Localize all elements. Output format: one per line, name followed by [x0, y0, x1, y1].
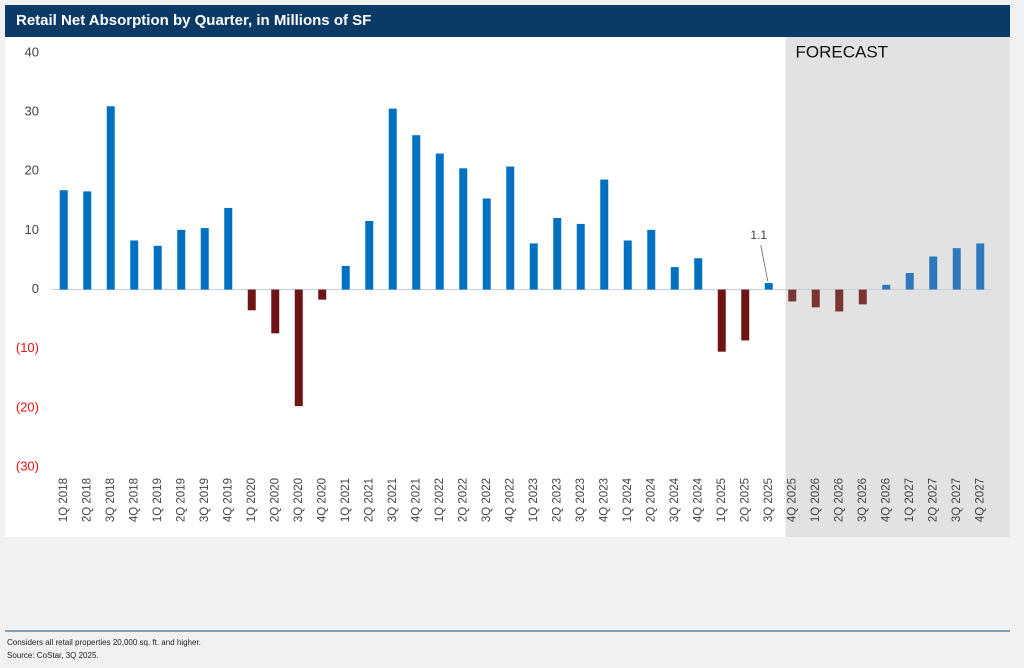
- y-tick-label: 40: [25, 44, 39, 59]
- bar: [623, 240, 632, 290]
- bar: [506, 166, 515, 290]
- bar: [788, 289, 797, 302]
- x-tick-label: 2Q 2024: [645, 477, 657, 522]
- x-tick-label: 2Q 2020: [269, 478, 281, 522]
- bar: [388, 108, 397, 290]
- bar: [200, 228, 209, 290]
- x-tick-label: 1Q 2025: [716, 478, 728, 522]
- x-tick-label: 1Q 2018: [58, 478, 70, 522]
- x-tick-label: 2Q 2027: [927, 478, 939, 522]
- x-tick-label: 3Q 2020: [293, 478, 305, 522]
- x-tick-label: 1Q 2019: [152, 478, 164, 522]
- x-tick-label: 2Q 2018: [81, 478, 93, 522]
- bar: [482, 198, 491, 290]
- x-tick-label: 2Q 2025: [739, 478, 751, 522]
- bar: [153, 245, 162, 290]
- x-tick-label: 4Q 2025: [786, 478, 798, 522]
- bar: [811, 289, 820, 308]
- x-tick-label: 1Q 2023: [528, 478, 540, 522]
- bar: [741, 289, 750, 341]
- bar: [224, 207, 233, 290]
- title-bar: [5, 5, 1010, 37]
- x-tick-label: 4Q 2019: [222, 478, 234, 522]
- y-tick-label: (20): [16, 399, 39, 414]
- bar: [59, 190, 68, 290]
- x-tick-label: 2Q 2022: [457, 478, 469, 522]
- y-tick-label: (10): [16, 340, 39, 355]
- bar: [905, 273, 914, 290]
- data-label: 1.1: [750, 228, 767, 242]
- x-tick-label: 3Q 2026: [857, 478, 869, 522]
- x-tick-label: 3Q 2025: [763, 478, 775, 522]
- x-tick-label: 4Q 2027: [974, 478, 986, 522]
- y-tick-label: 20: [25, 163, 39, 178]
- x-tick-label: 4Q 2024: [692, 477, 704, 522]
- x-tick-label: 1Q 2027: [904, 478, 916, 522]
- x-tick-label: 2Q 2026: [833, 478, 845, 522]
- chart-title: Retail Net Absorption by Quarter, in Mil…: [16, 12, 371, 29]
- x-tick-label: 4Q 2018: [128, 478, 140, 522]
- x-tick-label: 3Q 2021: [387, 478, 399, 522]
- bar: [670, 267, 679, 290]
- footnote: Source: CoStar, 3Q 2025.: [7, 651, 99, 660]
- x-tick-label: 4Q 2022: [504, 478, 516, 522]
- x-tick-label: 4Q 2026: [880, 478, 892, 522]
- x-tick-label: 2Q 2023: [551, 478, 563, 522]
- bar: [435, 153, 444, 290]
- bar: [647, 229, 656, 290]
- x-tick-label: 3Q 2019: [199, 478, 211, 522]
- bar: [553, 218, 562, 290]
- bar: [365, 220, 374, 290]
- x-tick-label: 3Q 2023: [575, 478, 587, 522]
- bar: [294, 289, 303, 407]
- x-tick-label: 1Q 2020: [246, 478, 258, 522]
- x-tick-label: 3Q 2027: [951, 478, 963, 522]
- bar: [106, 106, 115, 290]
- x-tick-label: 1Q 2022: [434, 478, 446, 522]
- x-tick-label: 2Q 2019: [175, 478, 187, 522]
- bar: [130, 240, 139, 290]
- bar: [694, 258, 703, 290]
- bar: [271, 289, 280, 334]
- bar: [764, 283, 773, 290]
- y-tick-label: 10: [25, 222, 39, 237]
- forecast-region: [785, 37, 1010, 537]
- footnote: Considers all retail properties 20,000 s…: [7, 638, 201, 647]
- bar: [858, 289, 867, 305]
- x-tick-label: 4Q 2023: [598, 478, 610, 522]
- x-tick-label: 3Q 2018: [105, 478, 117, 522]
- x-tick-label: 3Q 2022: [481, 478, 493, 522]
- bar: [459, 168, 468, 290]
- x-tick-label: 1Q 2026: [810, 478, 822, 522]
- forecast-label: FORECAST: [796, 42, 889, 61]
- bar: [600, 179, 609, 290]
- x-tick-label: 2Q 2021: [363, 478, 375, 522]
- bar: [976, 243, 985, 290]
- bar: [529, 243, 538, 290]
- bar: [929, 256, 938, 290]
- bar: [247, 289, 256, 311]
- x-tick-label: 1Q 2021: [340, 478, 352, 522]
- bar: [341, 265, 350, 290]
- x-tick-label: 1Q 2024: [622, 477, 634, 522]
- label-leader: [760, 244, 769, 282]
- bar: [835, 289, 844, 312]
- y-tick-label: 30: [25, 104, 39, 119]
- bar: [952, 248, 961, 290]
- x-tick-label: 4Q 2020: [316, 478, 328, 522]
- bar: [83, 191, 92, 290]
- bar: [177, 229, 186, 290]
- y-tick-label: 0: [32, 281, 39, 296]
- y-tick-label: (30): [16, 458, 39, 473]
- bar: [882, 284, 891, 290]
- bar: [717, 289, 726, 352]
- x-tick-label: 4Q 2021: [410, 478, 422, 522]
- x-tick-label: 3Q 2024: [669, 477, 681, 522]
- bar: [412, 135, 421, 290]
- bar: [318, 289, 327, 300]
- bar: [576, 223, 585, 290]
